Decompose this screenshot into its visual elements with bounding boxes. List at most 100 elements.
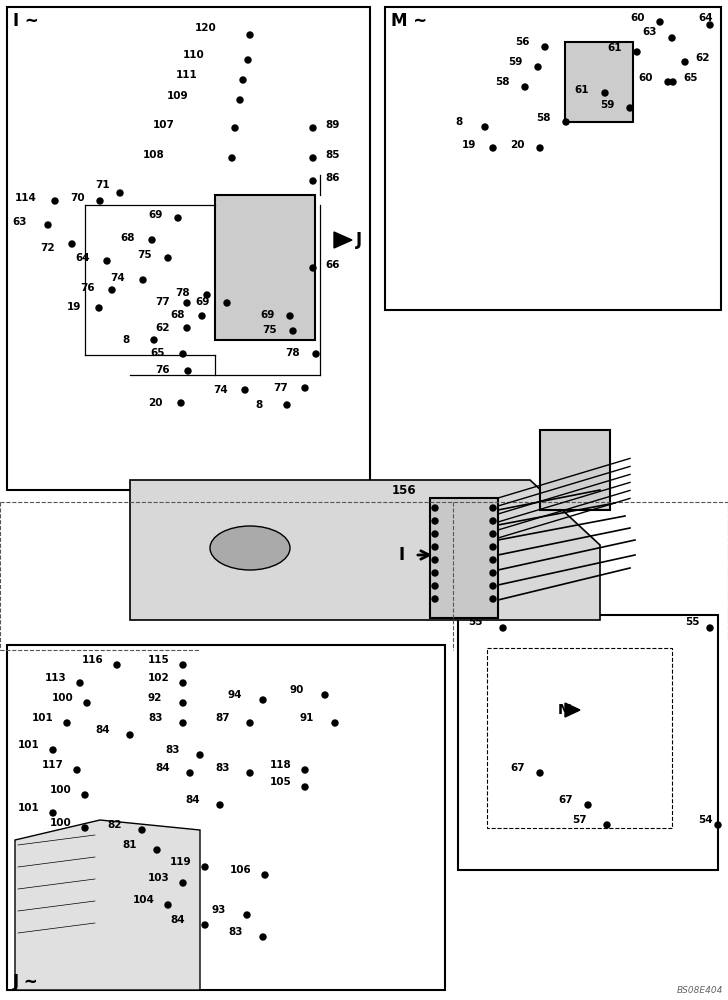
Circle shape: [184, 300, 190, 306]
Text: 75: 75: [262, 325, 277, 335]
Text: 74: 74: [213, 385, 228, 395]
Text: 114: 114: [15, 193, 37, 203]
Circle shape: [180, 720, 186, 726]
Circle shape: [604, 822, 610, 828]
Text: 8: 8: [455, 117, 462, 127]
Text: 60: 60: [630, 13, 644, 23]
Circle shape: [151, 337, 157, 343]
Circle shape: [310, 125, 316, 131]
Circle shape: [490, 531, 496, 537]
Polygon shape: [15, 820, 200, 990]
Circle shape: [224, 300, 230, 306]
Text: 75: 75: [137, 250, 151, 260]
Circle shape: [117, 190, 123, 196]
Text: 83: 83: [215, 763, 229, 773]
Circle shape: [490, 145, 496, 151]
Circle shape: [490, 544, 496, 550]
Circle shape: [197, 752, 203, 758]
Circle shape: [97, 198, 103, 204]
Circle shape: [634, 49, 640, 55]
Circle shape: [490, 505, 496, 511]
Circle shape: [202, 922, 208, 928]
Bar: [565, 42, 633, 122]
Text: 100: 100: [50, 785, 72, 795]
Text: 56: 56: [515, 37, 529, 47]
Text: I ~: I ~: [13, 12, 39, 30]
Circle shape: [715, 822, 721, 828]
Circle shape: [204, 292, 210, 298]
Text: 8: 8: [255, 400, 262, 410]
Text: 120: 120: [195, 23, 217, 33]
Text: 78: 78: [175, 288, 189, 298]
Circle shape: [302, 784, 308, 790]
Circle shape: [490, 570, 496, 576]
Text: 54: 54: [698, 815, 713, 825]
Text: 83: 83: [148, 713, 162, 723]
Bar: [215, 195, 315, 340]
Text: 118: 118: [270, 760, 292, 770]
Circle shape: [313, 351, 319, 357]
Text: 156: 156: [392, 484, 416, 496]
Circle shape: [104, 258, 110, 264]
Text: 59: 59: [508, 57, 523, 67]
Text: 55: 55: [685, 617, 700, 627]
Circle shape: [140, 277, 146, 283]
Text: 89: 89: [325, 120, 339, 130]
Text: 65: 65: [150, 348, 165, 358]
Circle shape: [602, 90, 608, 96]
Text: 117: 117: [42, 760, 64, 770]
Circle shape: [482, 124, 488, 130]
Circle shape: [302, 385, 308, 391]
Text: 61: 61: [607, 43, 622, 53]
Circle shape: [127, 732, 133, 738]
Text: 78: 78: [285, 348, 300, 358]
Circle shape: [585, 802, 591, 808]
Circle shape: [287, 313, 293, 319]
Polygon shape: [334, 232, 352, 248]
Circle shape: [537, 145, 543, 151]
Circle shape: [563, 119, 569, 125]
Circle shape: [82, 825, 88, 831]
Circle shape: [432, 544, 438, 550]
Circle shape: [500, 625, 506, 631]
Circle shape: [185, 368, 191, 374]
Text: 101: 101: [32, 713, 54, 723]
Bar: [540, 430, 610, 510]
Circle shape: [149, 237, 155, 243]
Bar: [458, 615, 718, 870]
Text: 104: 104: [133, 895, 155, 905]
Circle shape: [217, 802, 223, 808]
Circle shape: [114, 662, 120, 668]
Text: 84: 84: [155, 763, 170, 773]
Text: 67: 67: [510, 763, 525, 773]
Text: 109: 109: [167, 91, 189, 101]
Circle shape: [432, 570, 438, 576]
Text: 64: 64: [698, 13, 713, 23]
Circle shape: [432, 596, 438, 602]
Circle shape: [180, 662, 186, 668]
Text: 108: 108: [143, 150, 165, 160]
Text: 58: 58: [536, 113, 550, 123]
Circle shape: [77, 680, 83, 686]
Circle shape: [310, 178, 316, 184]
Text: 116: 116: [82, 655, 104, 665]
Text: 63: 63: [12, 217, 26, 227]
Text: 84: 84: [170, 915, 185, 925]
Circle shape: [244, 912, 250, 918]
Text: BS08E404: BS08E404: [676, 986, 723, 995]
Circle shape: [262, 872, 268, 878]
Circle shape: [109, 287, 115, 293]
Circle shape: [64, 720, 70, 726]
Circle shape: [627, 105, 633, 111]
Text: 65: 65: [683, 73, 697, 83]
Circle shape: [657, 19, 663, 25]
Text: 86: 86: [325, 173, 339, 183]
Circle shape: [52, 198, 58, 204]
Circle shape: [247, 32, 253, 38]
Circle shape: [490, 583, 496, 589]
Circle shape: [432, 583, 438, 589]
Text: 85: 85: [325, 150, 339, 160]
Circle shape: [302, 767, 308, 773]
Circle shape: [175, 215, 181, 221]
Text: 62: 62: [695, 53, 710, 63]
